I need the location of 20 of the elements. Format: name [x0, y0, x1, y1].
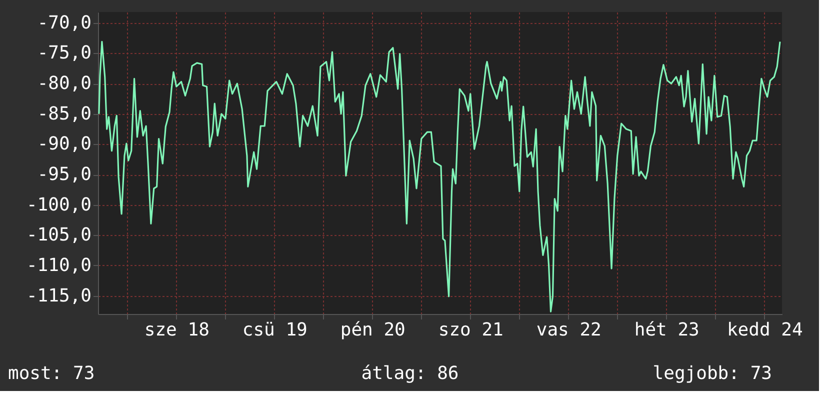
- x-tick-label: vas 22: [536, 320, 602, 340]
- text: legjobb: 73: [652, 363, 772, 384]
- y-tick-label: -100,0: [26, 194, 92, 216]
- x-tick-label: pén 20: [340, 320, 406, 340]
- x-tick-label: csü 19: [242, 320, 308, 340]
- y-tick-label: -95,0: [37, 164, 92, 186]
- y-tick-label: -70,0: [37, 12, 92, 34]
- text: most: 73: [8, 363, 95, 384]
- y-tick-label: -110,0: [26, 254, 92, 276]
- y-tick-label: -90,0: [37, 134, 92, 155]
- y-tick-label: -75,0: [37, 42, 92, 64]
- x-tick-label: sze 18: [144, 320, 210, 340]
- y-tick-label: -85,0: [37, 103, 92, 124]
- x-tick-label: kedd 24: [726, 320, 803, 340]
- x-tick-label: szo 21: [438, 320, 504, 340]
- x-tick-label: hét 23: [634, 320, 700, 340]
- y-tick-label: -80,0: [37, 73, 92, 94]
- y-tick-label: -105,0: [26, 224, 92, 246]
- y-tick-label: -115,0: [26, 285, 92, 306]
- text: átlag: 86: [361, 363, 459, 384]
